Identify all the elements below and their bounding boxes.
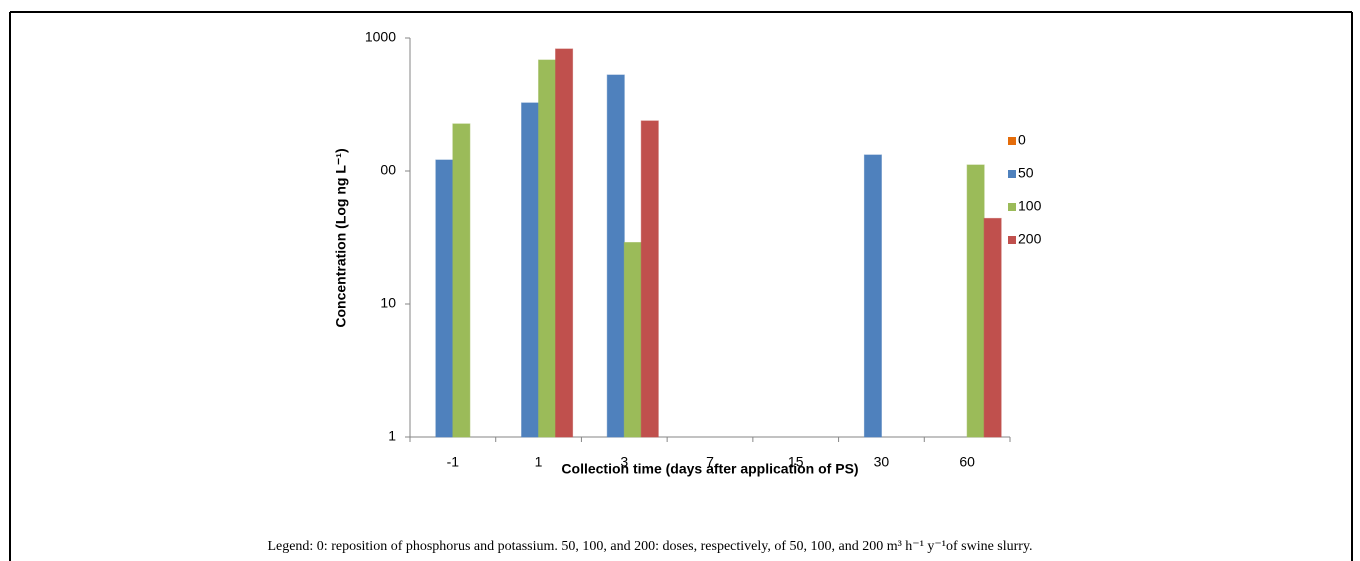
bar [606, 74, 625, 438]
legend-marker [1008, 236, 1016, 244]
bar [538, 59, 557, 438]
x-tick-label: 30 [874, 454, 890, 470]
x-tick-label: 60 [959, 454, 975, 470]
x-axis-label: Collection time (days after application … [561, 461, 858, 477]
bar [555, 48, 574, 438]
bar [452, 123, 471, 438]
x-tick-label: 15 [788, 454, 804, 470]
y-tick-label: 1000 [365, 29, 396, 45]
bar [983, 217, 1002, 438]
bar [435, 159, 454, 438]
bar [640, 120, 659, 438]
legend-label: 50 [1018, 165, 1034, 181]
y-tick-label: 1 [388, 428, 396, 444]
y-tick-label: 10 [380, 295, 396, 311]
x-tick-label: -1 [447, 454, 460, 470]
y-axis-label: Concentration (Log ng L⁻¹) [333, 148, 349, 327]
x-tick-label: 3 [620, 454, 628, 470]
legend-label: 200 [1018, 231, 1042, 247]
legend-marker [1008, 137, 1016, 145]
legend-label: 0 [1018, 132, 1026, 148]
caption: Legend: 0: reposition of phosphorus and … [267, 539, 1032, 554]
x-tick-label: 7 [706, 454, 714, 470]
legend-marker [1008, 170, 1016, 178]
x-tick-label: 1 [535, 454, 543, 470]
bar [623, 242, 642, 438]
y-tick-label: 00 [380, 162, 396, 178]
legend-label: 100 [1018, 198, 1042, 214]
bar [521, 102, 540, 438]
legend-marker [1008, 203, 1016, 211]
bar [863, 154, 882, 438]
bar [966, 164, 985, 438]
